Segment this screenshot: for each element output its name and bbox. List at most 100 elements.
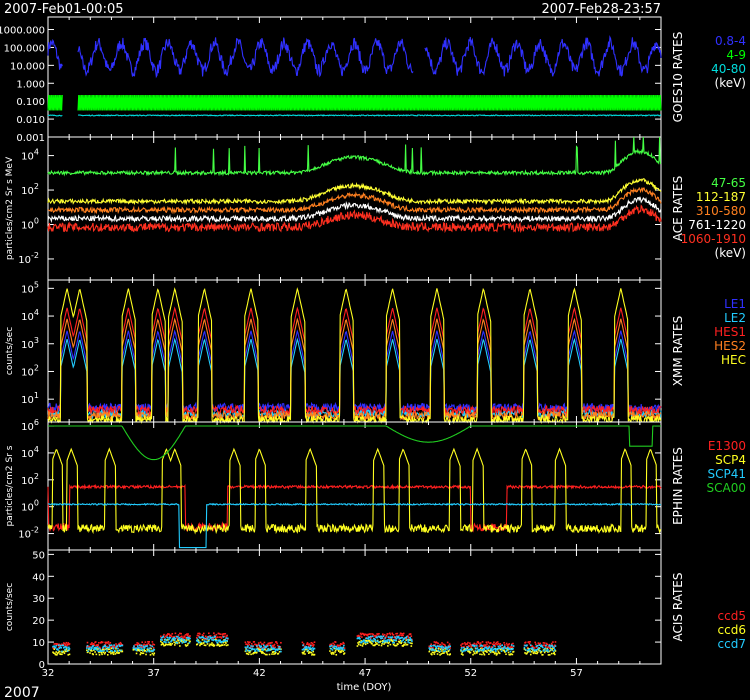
data-point xyxy=(476,645,478,647)
data-point xyxy=(112,652,114,654)
data-point xyxy=(440,646,443,649)
data-point xyxy=(260,650,263,653)
data-point xyxy=(545,642,548,645)
series-1060-1910 xyxy=(47,204,662,234)
data-point xyxy=(523,646,526,649)
data-point xyxy=(90,643,93,645)
data-point xyxy=(119,641,122,644)
data-point xyxy=(392,642,394,644)
data-point xyxy=(486,651,488,653)
data-point xyxy=(220,640,222,643)
data-point xyxy=(176,637,179,640)
data-point xyxy=(409,638,412,640)
data-point xyxy=(56,648,59,650)
data-point xyxy=(160,640,162,643)
data-point xyxy=(543,648,545,651)
data-point xyxy=(57,649,59,651)
data-point xyxy=(368,639,371,642)
data-point xyxy=(483,644,485,647)
data-point xyxy=(383,643,385,645)
data-point xyxy=(226,640,229,642)
data-point xyxy=(358,636,361,639)
x-tick-label: 37 xyxy=(147,668,160,679)
data-point xyxy=(434,649,436,652)
data-point xyxy=(431,648,434,650)
data-point xyxy=(474,646,477,649)
data-point xyxy=(550,648,552,651)
data-point xyxy=(274,650,276,653)
data-point xyxy=(143,649,145,651)
data-point xyxy=(404,641,406,643)
data-point xyxy=(109,644,112,647)
data-point xyxy=(541,646,544,649)
data-point xyxy=(539,642,542,645)
data-point xyxy=(114,650,117,653)
data-point xyxy=(311,653,314,655)
data-point xyxy=(178,642,181,644)
data-point xyxy=(92,653,94,656)
data-point xyxy=(218,645,221,647)
data-point xyxy=(276,649,279,651)
data-point xyxy=(335,645,338,648)
series-line xyxy=(47,204,662,234)
data-point xyxy=(369,641,372,643)
data-point xyxy=(138,647,140,649)
data-point xyxy=(120,650,122,653)
data-point xyxy=(168,633,170,635)
data-point xyxy=(91,645,94,648)
data-point xyxy=(195,636,198,639)
data-point xyxy=(169,636,172,639)
legend-entry: LE1 xyxy=(724,297,746,311)
data-point xyxy=(214,635,216,638)
data-point xyxy=(461,651,464,654)
data-point xyxy=(133,645,135,647)
data-point xyxy=(397,635,400,638)
data-point xyxy=(147,647,149,650)
data-point xyxy=(151,641,154,643)
data-point xyxy=(479,648,481,651)
data-point xyxy=(248,643,250,646)
data-point xyxy=(388,637,390,640)
data-point xyxy=(463,648,466,650)
data-point xyxy=(338,644,340,647)
data-point xyxy=(359,638,361,640)
series-4-9 xyxy=(47,94,662,111)
data-point xyxy=(151,652,154,655)
data-point xyxy=(276,642,278,645)
data-point xyxy=(441,652,444,654)
data-point xyxy=(330,648,333,650)
data-point xyxy=(121,650,124,653)
data-point xyxy=(216,641,219,644)
data-point xyxy=(245,650,247,652)
data-point xyxy=(407,641,409,643)
data-point xyxy=(146,648,149,651)
data-point xyxy=(534,641,536,644)
data-point xyxy=(181,642,184,644)
data-point xyxy=(463,642,466,644)
data-point xyxy=(306,649,309,652)
data-point xyxy=(275,651,277,654)
data-point xyxy=(273,648,276,650)
data-point xyxy=(388,640,391,643)
data-point xyxy=(551,645,554,647)
data-point xyxy=(550,648,552,650)
data-point xyxy=(165,635,167,638)
data-point xyxy=(211,644,214,647)
end-time-label: 2007-Feb28-23:57 xyxy=(542,2,662,17)
data-point xyxy=(489,651,492,654)
data-point xyxy=(164,638,167,641)
data-point xyxy=(541,653,544,656)
data-point xyxy=(529,644,532,646)
data-point xyxy=(482,649,484,652)
data-point xyxy=(547,654,550,656)
data-point xyxy=(381,642,383,645)
data-point xyxy=(357,642,359,644)
series-line xyxy=(47,196,662,224)
data-point xyxy=(500,647,502,650)
data-point xyxy=(252,645,254,648)
data-point xyxy=(488,646,491,648)
data-point xyxy=(255,644,257,646)
y-tick-label: 10.000 xyxy=(10,61,45,72)
data-point xyxy=(225,637,228,639)
